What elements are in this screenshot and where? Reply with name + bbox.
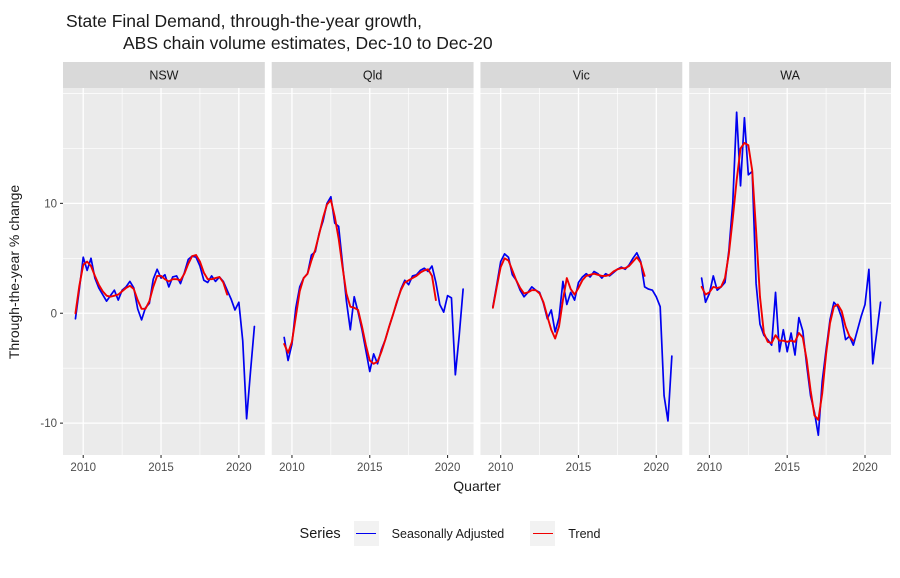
legend-entry-trend: Trend bbox=[530, 521, 600, 546]
x-tick-label-nsw-2010: 2010 bbox=[70, 462, 96, 474]
facet-strip-label-wa: WA bbox=[780, 69, 800, 83]
legend-label-trend: Trend bbox=[568, 526, 601, 541]
legend-key-line-icon bbox=[532, 533, 553, 534]
series-line-trend-vic bbox=[491, 256, 646, 340]
facet-panel-wa bbox=[689, 88, 891, 455]
facet-panel-qld bbox=[271, 88, 474, 455]
facet-strip-vic bbox=[480, 62, 683, 88]
series-line-trend-qld bbox=[283, 199, 437, 365]
x-tick-label-vic-2015: 2015 bbox=[566, 462, 592, 474]
x-tick-label-vic-2010: 2010 bbox=[488, 462, 514, 474]
y-tick-label--10: -10 bbox=[40, 418, 57, 430]
facet-strip-qld bbox=[271, 62, 474, 88]
x-tick-label-vic-2020: 2020 bbox=[643, 462, 669, 474]
x-tick-label-qld-2020: 2020 bbox=[435, 462, 461, 474]
legend-entry-seasonally-adjusted: Seasonally Adjusted bbox=[353, 521, 505, 546]
chart-title: State Final Demand, through-the-year gro… bbox=[66, 10, 493, 54]
legend-key-seasonally-adjusted bbox=[353, 521, 379, 546]
facet-strip-label-qld: Qld bbox=[363, 69, 383, 83]
x-tick-label-nsw-2015: 2015 bbox=[148, 462, 174, 474]
legend-title: Series bbox=[299, 525, 341, 542]
x-tick-label-wa-2020: 2020 bbox=[852, 462, 878, 474]
legend-key-line-icon bbox=[356, 533, 377, 534]
x-tick-label-wa-2010: 2010 bbox=[697, 462, 723, 474]
legend: Series Seasonally Adjusted Trend bbox=[0, 521, 900, 546]
legend-key-trend bbox=[530, 521, 556, 546]
y-axis-title: Through-the-year % change bbox=[6, 184, 22, 360]
y-tick-label-10: 10 bbox=[44, 198, 57, 210]
facet-strip-label-nsw: NSW bbox=[149, 69, 178, 83]
facet-strip-nsw bbox=[63, 62, 265, 88]
y-tick-label-0: 0 bbox=[51, 308, 57, 320]
series-line-trend-wa bbox=[700, 141, 855, 421]
legend-label-seasonally-adjusted: Seasonally Adjusted bbox=[391, 526, 505, 541]
x-tick-label-nsw-2020: 2020 bbox=[226, 462, 252, 474]
chart-title-line2: ABS chain volume estimates, Dec-10 to De… bbox=[123, 33, 493, 53]
chart-title-line1: State Final Demand, through-the-year gro… bbox=[66, 11, 423, 31]
series-line-seasonally-adjusted-wa bbox=[700, 111, 882, 437]
facet-panel-nsw bbox=[63, 88, 265, 455]
x-tick-label-wa-2015: 2015 bbox=[774, 462, 800, 474]
facet-strip-wa bbox=[689, 62, 891, 88]
x-tick-label-qld-2015: 2015 bbox=[357, 462, 383, 474]
series-line-trend-nsw bbox=[74, 254, 229, 315]
x-axis-title: Quarter bbox=[453, 478, 501, 494]
legend-entries: Seasonally Adjusted Trend bbox=[353, 521, 600, 546]
x-tick-label-qld-2010: 2010 bbox=[279, 462, 305, 474]
facet-strip-label-vic: Vic bbox=[573, 69, 590, 83]
facet-panel-vic bbox=[480, 88, 683, 455]
